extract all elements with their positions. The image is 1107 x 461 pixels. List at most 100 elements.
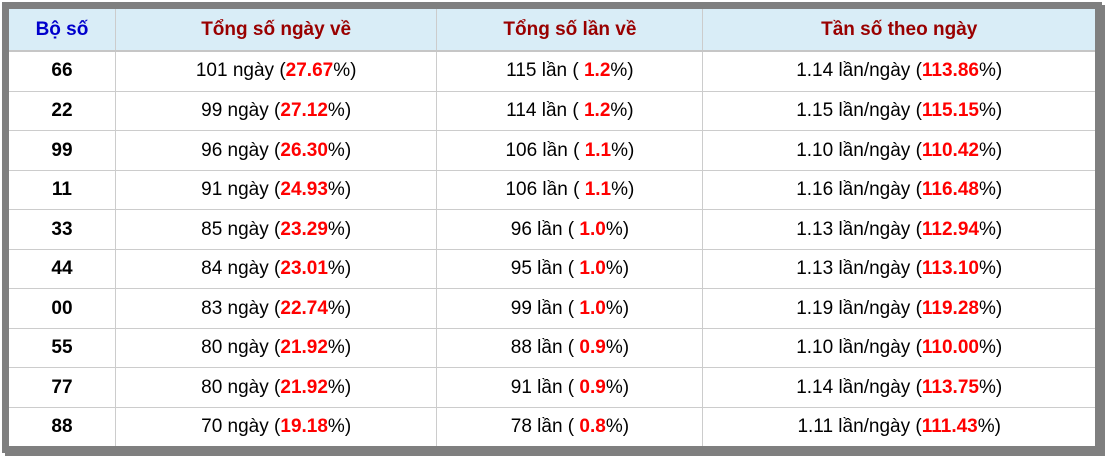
- pair-cell: 66: [9, 51, 116, 92]
- times-percent: 1.2: [583, 60, 611, 82]
- pair-cell: 33: [9, 209, 116, 250]
- freq-text: 1.14 lần/ngày (: [796, 376, 922, 398]
- days-suffix: %): [327, 218, 352, 240]
- times-percent: 1.1: [584, 179, 612, 201]
- days-percent: 26.30: [280, 139, 328, 161]
- freq-cell: 1.10 lần/ngày (110.00%): [702, 327, 1095, 368]
- times-percent: 1.2: [583, 100, 611, 122]
- table-row: 99 96 ngày (26.30%) 106 lần ( 1.1%) 1.10…: [9, 130, 1095, 171]
- days-suffix: %): [327, 376, 352, 398]
- days-text: 99 ngày (: [201, 100, 281, 122]
- times-percent: 1.1: [584, 139, 612, 161]
- days-percent: 22.74: [280, 297, 328, 319]
- freq-text: 1.13 lần/ngày (: [796, 258, 922, 280]
- table-row: 88 70 ngày (19.18%) 78 lần ( 0.8%) 1.11 …: [9, 406, 1095, 446]
- times-cell: 99 lần ( 1.0%): [436, 288, 703, 329]
- table-row: 33 85 ngày (23.29%) 96 lần ( 1.0%) 1.13 …: [9, 209, 1095, 250]
- table-row: 11 91 ngày (24.93%) 106 lần ( 1.1%) 1.16…: [9, 169, 1095, 210]
- times-percent: 0.9: [579, 376, 606, 398]
- times-suffix: %): [605, 297, 630, 319]
- times-percent: 1.0: [579, 218, 606, 240]
- days-percent: 23.01: [280, 258, 328, 280]
- header-row: Bộ số Tổng số ngày về Tổng số lần về Tần…: [9, 9, 1095, 52]
- days-cell: 84 ngày (23.01%): [114, 248, 437, 289]
- freq-text: 1.19 lần/ngày (: [796, 297, 922, 319]
- freq-percent: 110.42: [921, 139, 979, 161]
- header-frequency: Tần số theo ngày: [702, 9, 1095, 52]
- days-text: 83 ngày (: [201, 297, 281, 319]
- pair-cell: 44: [9, 248, 116, 289]
- times-text: 106 lần (: [505, 139, 585, 161]
- days-suffix: %): [327, 100, 352, 122]
- freq-text: 1.15 lần/ngày (: [796, 100, 922, 122]
- freq-suffix: %): [978, 139, 1003, 161]
- days-percent: 19.18: [280, 415, 328, 437]
- days-cell: 80 ngày (21.92%): [114, 327, 437, 368]
- times-text: 115 lần (: [506, 60, 584, 82]
- days-text: 80 ngày (: [201, 376, 281, 398]
- freq-cell: 1.14 lần/ngày (113.75%): [702, 367, 1095, 408]
- freq-cell: 1.11 lần/ngày (111.43%): [702, 406, 1095, 446]
- pair-cell: 77: [9, 367, 116, 408]
- pair-cell: 00: [9, 288, 116, 329]
- days-percent: 24.93: [280, 179, 328, 201]
- table-row: 44 84 ngày (23.01%) 95 lần ( 1.0%) 1.13 …: [9, 248, 1095, 289]
- freq-suffix: %): [978, 376, 1003, 398]
- times-suffix: %): [605, 218, 630, 240]
- pair-cell: 88: [9, 406, 116, 446]
- table-row: 22 99 ngày (27.12%) 114 lần ( 1.2%) 1.15…: [9, 90, 1095, 131]
- times-percent: 0.8: [579, 415, 606, 437]
- freq-text: 1.10 lần/ngày (: [796, 139, 922, 161]
- times-suffix: %): [605, 415, 630, 437]
- times-text: 96 lần (: [510, 218, 580, 240]
- table-row: 77 80 ngày (21.92%) 91 lần ( 0.9%) 1.14 …: [9, 367, 1095, 408]
- freq-cell: 1.19 lần/ngày (119.28%): [702, 288, 1095, 329]
- freq-suffix: %): [978, 337, 1003, 359]
- days-cell: 91 ngày (24.93%): [114, 169, 437, 210]
- times-cell: 95 lần ( 1.0%): [436, 248, 703, 289]
- pair-cell: 11: [9, 169, 116, 210]
- freq-text: 1.11 lần/ngày (: [797, 415, 922, 437]
- days-percent: 21.92: [280, 337, 328, 359]
- pair-cell: 22: [9, 90, 116, 131]
- freq-text: 1.13 lần/ngày (: [796, 218, 922, 240]
- freq-suffix: %): [978, 297, 1003, 319]
- days-text: 84 ngày (: [201, 258, 281, 280]
- freq-suffix: %): [978, 60, 1003, 82]
- freq-cell: 1.13 lần/ngày (112.94%): [702, 209, 1095, 250]
- freq-cell: 1.15 lần/ngày (115.15%): [702, 90, 1095, 131]
- days-text: 91 ngày (: [201, 179, 281, 201]
- times-suffix: %): [605, 258, 630, 280]
- freq-cell: 1.16 lần/ngày (116.48%): [702, 169, 1095, 210]
- days-percent: 27.67: [285, 60, 334, 82]
- days-percent: 27.12: [280, 100, 328, 122]
- times-suffix: %): [610, 100, 634, 122]
- times-percent: 0.9: [579, 337, 606, 359]
- times-cell: 78 lần ( 0.8%): [436, 406, 703, 446]
- freq-suffix: %): [977, 415, 1001, 437]
- times-text: 88 lần (: [510, 337, 580, 359]
- table-row: 66 101 ngày (27.67%) 115 lần ( 1.2%) 1.1…: [9, 51, 1095, 92]
- times-cell: 115 lần ( 1.2%): [436, 51, 703, 92]
- days-suffix: %): [327, 139, 352, 161]
- freq-cell: 1.13 lần/ngày (113.10%): [702, 248, 1095, 289]
- freq-text: 1.16 lần/ngày (: [796, 179, 922, 201]
- times-text: 106 lần (: [505, 179, 585, 201]
- times-cell: 91 lần ( 0.9%): [436, 367, 703, 408]
- header-pair: Bộ số: [9, 9, 116, 52]
- days-cell: 85 ngày (23.29%): [114, 209, 437, 250]
- table-row: 55 80 ngày (21.92%) 88 lần ( 0.9%) 1.10 …: [9, 327, 1095, 368]
- freq-percent: 113.75: [921, 376, 979, 398]
- freq-text: 1.14 lần/ngày (: [796, 60, 922, 82]
- freq-percent: 111.43: [921, 415, 978, 437]
- freq-percent: 119.28: [921, 297, 979, 319]
- freq-cell: 1.10 lần/ngày (110.42%): [702, 130, 1095, 171]
- days-text: 85 ngày (: [201, 218, 281, 240]
- times-cell: 106 lần ( 1.1%): [436, 169, 703, 210]
- freq-suffix: %): [978, 179, 1003, 201]
- days-cell: 80 ngày (21.92%): [114, 367, 437, 408]
- days-cell: 83 ngày (22.74%): [114, 288, 437, 329]
- times-suffix: %): [605, 337, 630, 359]
- pair-cell: 99: [9, 130, 116, 171]
- days-cell: 101 ngày (27.67%): [114, 51, 437, 92]
